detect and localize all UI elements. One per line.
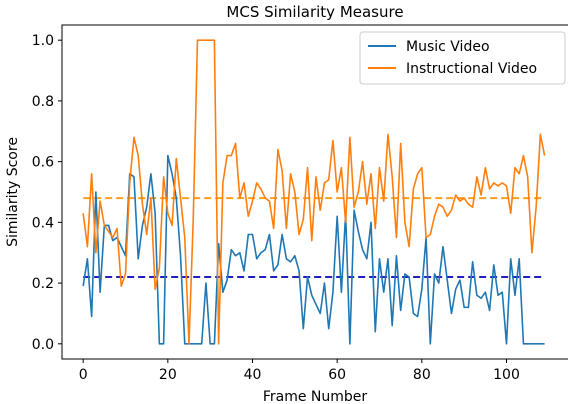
x-tick-label: 80 [413,367,431,383]
y-tick-label: 1.0 [32,33,54,49]
legend-label: Music Video [406,39,490,55]
series-line-music-video [82,154,545,345]
x-axis-ticks: 0 20 40 60 80 100 [79,359,520,383]
x-axis-label: Frame Number [263,389,368,404]
series-line-instructional-video [82,39,546,345]
y-tick-label: 0.8 [32,94,54,110]
y-axis-ticks: 0.0 0.2 0.4 0.6 0.8 1.0 [32,33,62,353]
legend-label: Instructional Video [406,61,537,77]
x-tick-label: 20 [159,367,177,383]
series-layer [82,39,546,345]
y-tick-label: 0.4 [32,215,54,231]
y-tick-label: 0.6 [32,155,54,171]
y-axis-label: Similarity Score [5,137,21,247]
chart-title: MCS Similarity Measure [226,3,403,21]
legend-box [359,31,566,85]
x-tick-label: 100 [493,367,520,383]
x-tick-label: 0 [79,367,88,383]
y-tick-label: 0.2 [32,276,54,292]
y-tick-label: 0.0 [32,337,54,353]
legend: Music Video Instructional Video [359,31,566,85]
x-tick-label: 60 [328,367,346,383]
plot-frame [61,24,568,360]
x-tick-label: 40 [244,367,262,383]
